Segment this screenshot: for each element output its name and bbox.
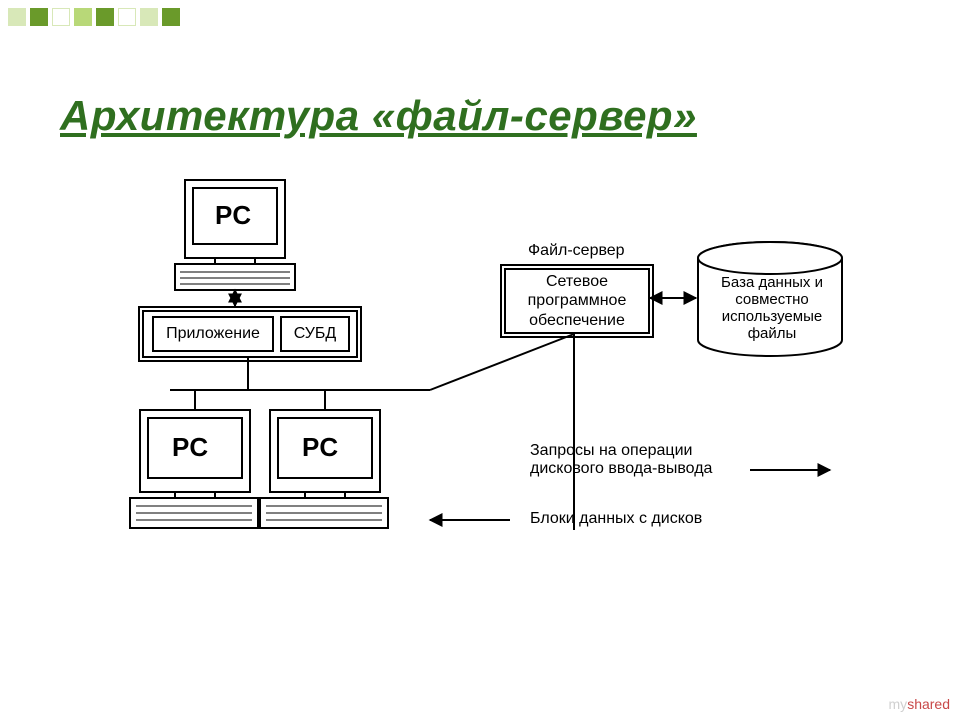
deco-cell bbox=[30, 8, 48, 26]
architecture-diagram: PC Приложение СУБД PC PC Файл-сервер bbox=[130, 180, 870, 630]
deco-cell bbox=[74, 8, 92, 26]
blocks-label: Блоки данных с дисков bbox=[530, 510, 702, 528]
watermark: myshared bbox=[889, 696, 950, 712]
deco-cell bbox=[140, 8, 158, 26]
deco-cell bbox=[52, 8, 70, 26]
slide-title: Архитектура «файл-сервер» bbox=[60, 92, 697, 140]
deco-cell bbox=[8, 8, 26, 26]
decoration-strip bbox=[8, 8, 180, 26]
connectors bbox=[130, 180, 870, 630]
deco-cell bbox=[96, 8, 114, 26]
request-label: Запросы на операции дискового ввода-выво… bbox=[530, 442, 712, 478]
deco-cell bbox=[162, 8, 180, 26]
deco-cell bbox=[118, 8, 136, 26]
